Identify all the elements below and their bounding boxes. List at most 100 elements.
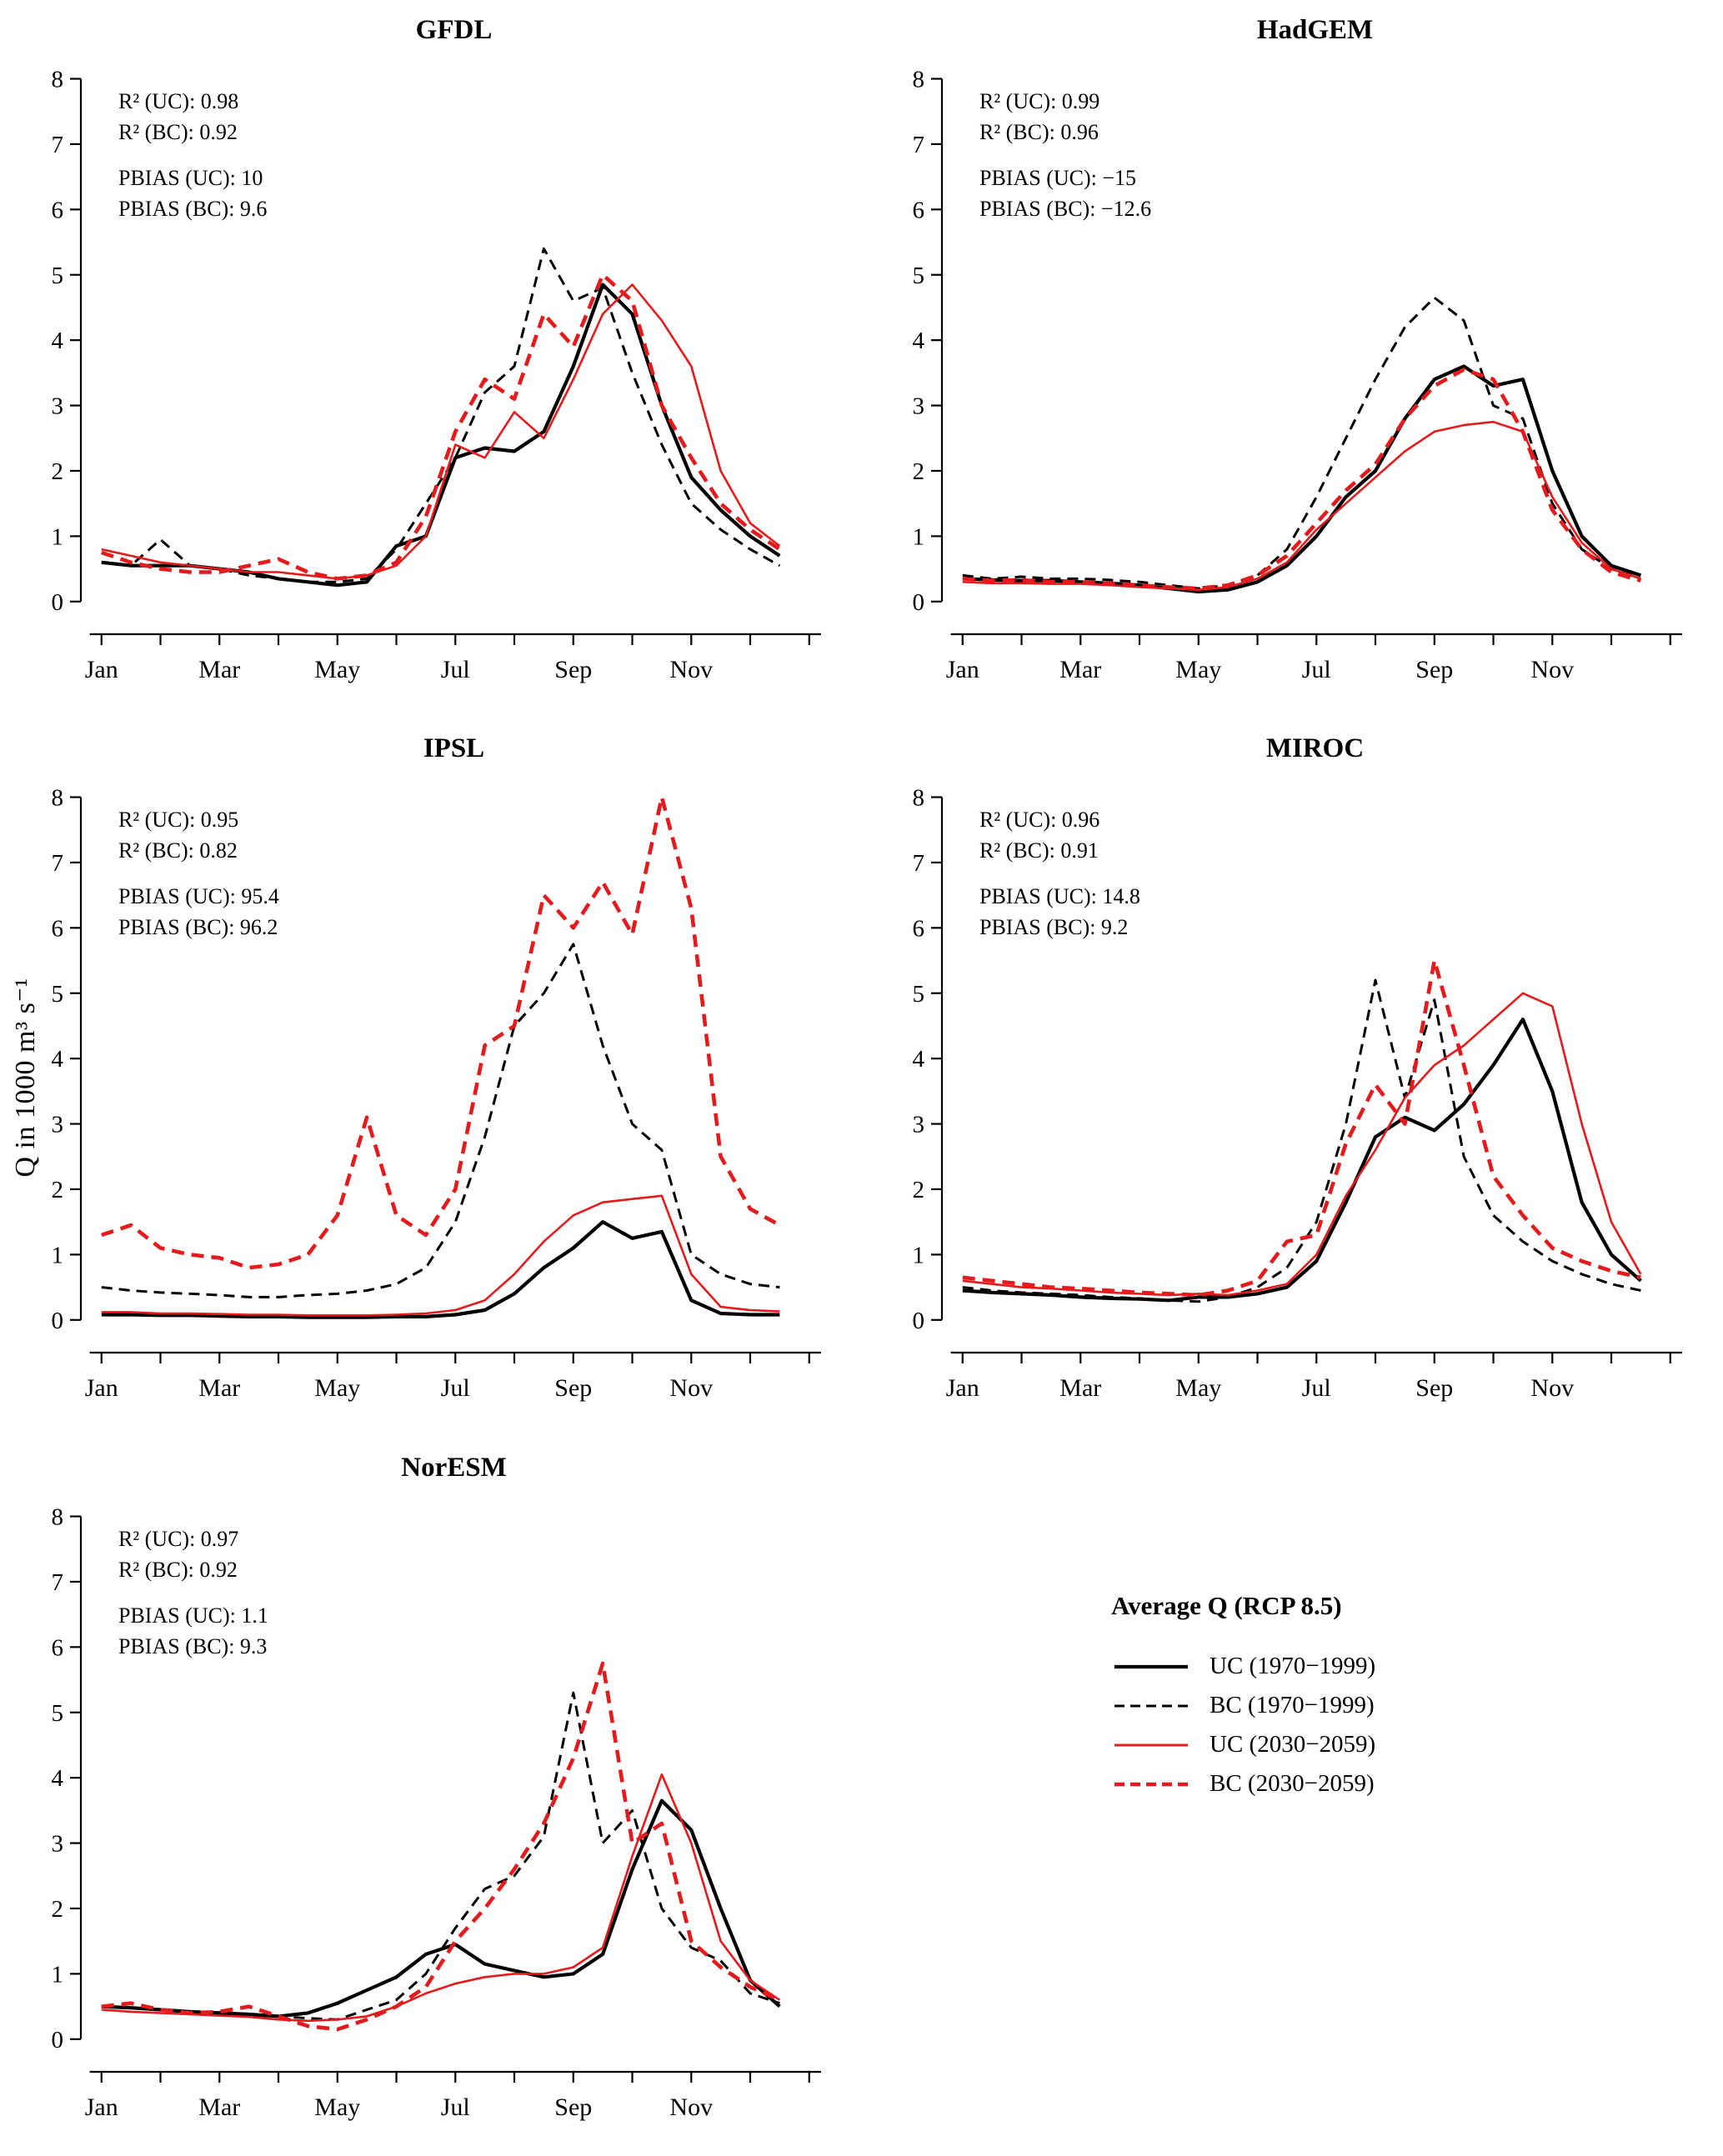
svg-text:R² (BC): 0.92: R² (BC): 0.92 <box>118 120 238 144</box>
svg-text:6: 6 <box>913 915 925 942</box>
svg-text:PBIAS (BC): 96.2: PBIAS (BC): 96.2 <box>118 915 278 939</box>
svg-text:Mar: Mar <box>198 2093 240 2121</box>
svg-text:4: 4 <box>51 1765 63 1792</box>
svg-text:3: 3 <box>51 393 63 420</box>
svg-text:May: May <box>314 2093 360 2121</box>
svg-text:0: 0 <box>913 589 925 616</box>
noresm-chart-canvas: NorESM 0 1 2 3 4 5 6 7 8 Jan Mar May Jul Sep Nov R² (UC)… <box>51 1453 821 2121</box>
svg-text:5: 5 <box>51 1699 63 1726</box>
svg-text:3: 3 <box>51 1112 63 1138</box>
svg-text:5: 5 <box>51 263 63 289</box>
svg-text:Nov: Nov <box>669 656 713 683</box>
bc-hist-line-sample-icon <box>1114 1704 1188 1707</box>
hadgem-chart-canvas: HadGEM 0 1 2 3 4 5 6 7 8 Jan Mar May Jul Sep Nov R² (UC)… <box>913 15 1682 683</box>
svg-text:GFDL: GFDL <box>415 15 492 45</box>
svg-text:3: 3 <box>913 393 925 420</box>
svg-text:Jul: Jul <box>1302 1374 1331 1402</box>
ipsl-chart-canvas: IPSL 0 1 2 3 4 5 6 7 8 Jan Mar May Jul Sep Nov R² (UC): … <box>51 733 821 1402</box>
svg-text:8: 8 <box>913 67 925 93</box>
svg-text:Sep: Sep <box>1415 656 1453 683</box>
svg-text:Sep: Sep <box>554 2093 592 2121</box>
legend-entry-label: UC (1970−1999) <box>1210 1653 1376 1679</box>
uc-hist-line-sample-icon <box>1114 1664 1188 1668</box>
legend-entry-bc-hist: BC (1970−1999) <box>1111 1692 1723 1719</box>
legend-entry-label: BC (2030−2059) <box>1210 1770 1375 1797</box>
gfdl-chart-canvas: GFDL 0 1 2 3 4 5 6 7 8 Jan Mar May Jul Sep Nov R² (UC): … <box>51 15 821 683</box>
svg-text:PBIAS (UC): 10: PBIAS (UC): 10 <box>118 166 263 190</box>
svg-text:May: May <box>314 656 360 683</box>
panel-hadgem: HadGEM 0 1 2 3 4 5 6 7 8 Jan Mar May Jul Sep Nov R² (UC)… <box>861 0 1723 718</box>
svg-text:Jul: Jul <box>1302 656 1331 683</box>
svg-text:2: 2 <box>913 458 925 485</box>
miroc-chart-canvas: MIROC 0 1 2 3 4 5 6 7 8 Jan Mar May Jul Sep Nov R² (UC):… <box>913 733 1682 1402</box>
svg-text:R² (UC): 0.95: R² (UC): 0.95 <box>118 808 238 832</box>
svg-text:Nov: Nov <box>1530 1374 1574 1402</box>
svg-text:R² (BC): 0.91: R² (BC): 0.91 <box>979 838 1099 863</box>
svg-text:PBIAS (UC): −15: PBIAS (UC): −15 <box>979 166 1136 190</box>
svg-text:HadGEM: HadGEM <box>1257 15 1373 45</box>
svg-text:1: 1 <box>51 523 63 550</box>
svg-text:6: 6 <box>51 1634 63 1661</box>
panel-gfdl: GFDL 0 1 2 3 4 5 6 7 8 Jan Mar May Jul Sep Nov R² (UC): … <box>0 0 861 718</box>
svg-text:Sep: Sep <box>554 1374 592 1402</box>
svg-text:1: 1 <box>51 1242 63 1268</box>
legend-cell: Average Q (RCP 8.5) UC (1970−1999) BC (1… <box>861 1437 1723 2156</box>
svg-text:R² (BC): 0.96: R² (BC): 0.96 <box>979 120 1099 144</box>
svg-text:MIROC: MIROC <box>1266 733 1364 763</box>
svg-text:PBIAS (BC): 9.3: PBIAS (BC): 9.3 <box>118 1633 267 1658</box>
svg-text:5: 5 <box>51 981 63 1008</box>
svg-text:PBIAS (UC): 95.4: PBIAS (UC): 95.4 <box>118 884 279 908</box>
svg-text:NorESM: NorESM <box>401 1453 507 1483</box>
svg-text:2: 2 <box>51 1895 63 1922</box>
shared-y-axis-label: Q in 1000 m³ s⁻¹ <box>10 978 41 1178</box>
svg-text:PBIAS (BC): 9.2: PBIAS (BC): 9.2 <box>979 915 1128 939</box>
svg-text:Jul: Jul <box>440 656 469 683</box>
svg-text:4: 4 <box>913 1046 925 1073</box>
svg-text:R² (UC): 0.99: R² (UC): 0.99 <box>979 89 1099 113</box>
svg-text:0: 0 <box>51 1308 63 1334</box>
panel-miroc: MIROC 0 1 2 3 4 5 6 7 8 Jan Mar May Jul Sep Nov R² (UC):… <box>861 718 1723 1437</box>
svg-text:5: 5 <box>913 263 925 289</box>
svg-text:5: 5 <box>913 981 925 1008</box>
legend-entry-uc-hist: UC (1970−1999) <box>1111 1653 1723 1680</box>
svg-text:R² (UC): 0.97: R² (UC): 0.97 <box>118 1526 238 1550</box>
svg-text:R² (UC): 0.98: R² (UC): 0.98 <box>118 89 238 113</box>
svg-text:1: 1 <box>913 523 925 550</box>
svg-text:4: 4 <box>913 328 925 354</box>
svg-text:8: 8 <box>51 1503 63 1530</box>
svg-text:Jan: Jan <box>946 1374 979 1402</box>
svg-text:May: May <box>1175 656 1221 683</box>
legend-entry-uc-fut: UC (2030−2059) <box>1111 1731 1723 1758</box>
svg-text:7: 7 <box>913 850 925 877</box>
svg-text:Jan: Jan <box>84 2093 118 2121</box>
svg-text:Sep: Sep <box>554 656 592 683</box>
svg-text:PBIAS (UC): 14.8: PBIAS (UC): 14.8 <box>979 884 1140 908</box>
legend-entry-label: UC (2030−2059) <box>1210 1731 1376 1758</box>
svg-text:May: May <box>1175 1374 1221 1402</box>
svg-text:May: May <box>314 1374 360 1402</box>
svg-text:R² (BC): 0.82: R² (BC): 0.82 <box>118 838 238 863</box>
svg-text:8: 8 <box>51 67 63 93</box>
svg-text:2: 2 <box>913 1177 925 1203</box>
svg-text:Jan: Jan <box>84 656 118 683</box>
svg-text:Nov: Nov <box>1530 656 1574 683</box>
svg-text:6: 6 <box>51 915 63 942</box>
bc-future-line-sample-icon <box>1114 1782 1188 1786</box>
svg-text:1: 1 <box>51 1961 63 1988</box>
uc-future-line-sample-icon <box>1114 1743 1188 1746</box>
svg-text:Jan: Jan <box>84 1374 118 1402</box>
svg-text:Sep: Sep <box>1415 1374 1453 1402</box>
svg-text:PBIAS (UC): 1.1: PBIAS (UC): 1.1 <box>118 1603 268 1627</box>
svg-text:8: 8 <box>913 785 925 812</box>
panel-noresm: NorESM 0 1 2 3 4 5 6 7 8 Jan Mar May Jul Sep Nov R² (UC)… <box>0 1437 861 2156</box>
svg-text:Mar: Mar <box>198 656 240 683</box>
panel-ipsl: IPSL 0 1 2 3 4 5 6 7 8 Jan Mar May Jul Sep Nov R² (UC): … <box>0 718 861 1437</box>
svg-text:2: 2 <box>51 1177 63 1203</box>
svg-text:2: 2 <box>51 458 63 485</box>
svg-text:6: 6 <box>51 197 63 223</box>
svg-text:0: 0 <box>51 2026 63 2053</box>
legend-entry-label: BC (1970−1999) <box>1210 1692 1375 1718</box>
svg-text:Nov: Nov <box>669 1374 713 1402</box>
svg-text:8: 8 <box>51 785 63 812</box>
